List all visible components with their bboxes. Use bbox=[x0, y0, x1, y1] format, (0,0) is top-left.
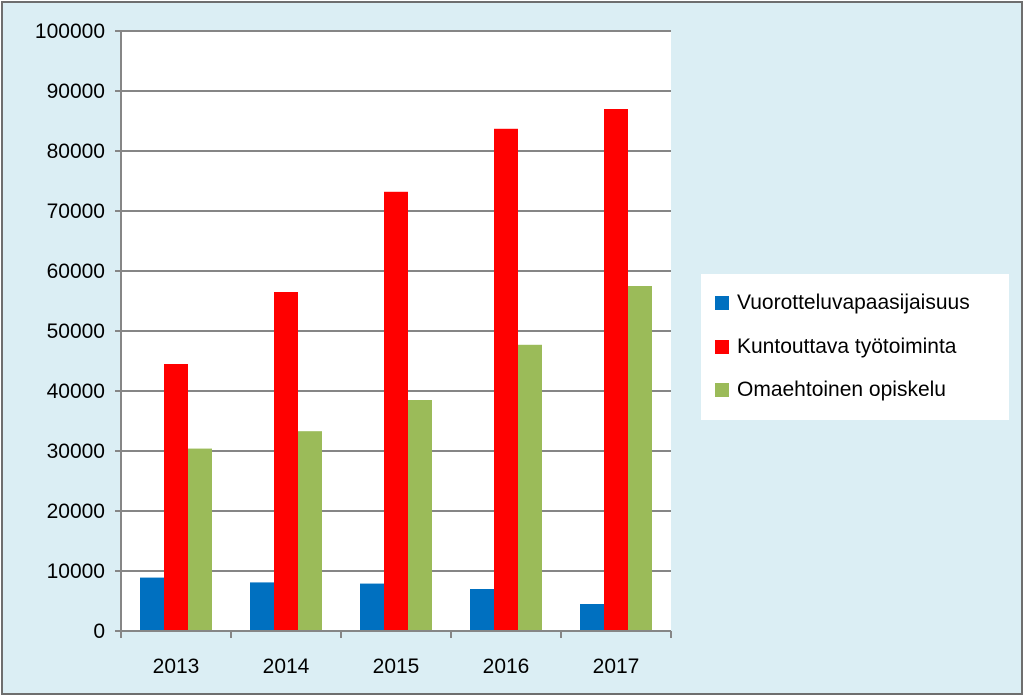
x-tick-label: 2015 bbox=[373, 655, 420, 678]
x-tick-label: 2017 bbox=[593, 655, 640, 678]
bar-3-2016 bbox=[518, 344, 542, 631]
bar-2-2016 bbox=[494, 128, 518, 632]
bar-1-2017 bbox=[580, 604, 604, 631]
legend-item-series-3: Omaehtoinen opiskelu bbox=[715, 375, 946, 405]
legend-label-series-3: Omaehtoinen opiskelu bbox=[737, 378, 946, 401]
bars bbox=[140, 109, 652, 632]
bar-3-2013 bbox=[188, 448, 212, 631]
bar-1-2014 bbox=[250, 582, 274, 631]
y-tick-label: 60000 bbox=[47, 260, 105, 283]
x-tick-label: 2016 bbox=[483, 655, 530, 678]
bar-1-2015 bbox=[360, 583, 384, 631]
legend-swatch-series-2 bbox=[715, 340, 729, 354]
chart-svg: 0 10000 20000 30000 40000 50000 60000 70000 8000… bbox=[35, 20, 672, 678]
legend-item-series-2: Kuntouttava työtoiminta bbox=[715, 332, 956, 362]
bar-3-2014 bbox=[298, 431, 322, 631]
y-tick-labels: 0 10000 20000 30000 40000 50000 60000 70000 8000… bbox=[35, 20, 121, 643]
y-tick-label: 90000 bbox=[47, 80, 105, 103]
y-tick-label: 20000 bbox=[47, 500, 105, 523]
y-tick-label: 0 bbox=[93, 620, 105, 643]
legend-swatch-series-1 bbox=[715, 296, 729, 310]
x-tick-label: 2013 bbox=[153, 655, 200, 678]
y-tick-label: 50000 bbox=[47, 320, 105, 343]
legend-label-series-2: Kuntouttava työtoiminta bbox=[737, 335, 957, 358]
y-tick-label: 100000 bbox=[35, 20, 105, 43]
bar-2-2013 bbox=[164, 364, 188, 631]
x-tick-labels: 2013 2014 2015 2016 2017 bbox=[120, 631, 672, 678]
bar-1-2013 bbox=[140, 577, 164, 631]
bar-3-2017 bbox=[628, 286, 652, 631]
legend-swatch-series-3 bbox=[715, 383, 729, 397]
bar-3-2015 bbox=[408, 400, 432, 631]
legend-item-series-1: Vuorotteluvapaasijaisuus bbox=[715, 288, 970, 318]
bar-2-2015 bbox=[384, 191, 408, 632]
bar-1-2016 bbox=[470, 589, 494, 631]
y-tick-label: 30000 bbox=[47, 440, 105, 463]
bar-2-2017 bbox=[604, 109, 628, 631]
y-tick-label: 40000 bbox=[47, 380, 105, 403]
legend: Vuorotteluvapaasijaisuus Kuntouttava työ… bbox=[701, 274, 1009, 420]
x-tick-label: 2014 bbox=[263, 655, 310, 678]
y-tick-label: 70000 bbox=[47, 200, 105, 223]
bar-2-2014 bbox=[274, 292, 298, 631]
legend-label-series-1: Vuorotteluvapaasijaisuus bbox=[737, 291, 970, 314]
y-tick-label: 10000 bbox=[47, 560, 105, 583]
y-tick-label: 80000 bbox=[47, 140, 105, 163]
